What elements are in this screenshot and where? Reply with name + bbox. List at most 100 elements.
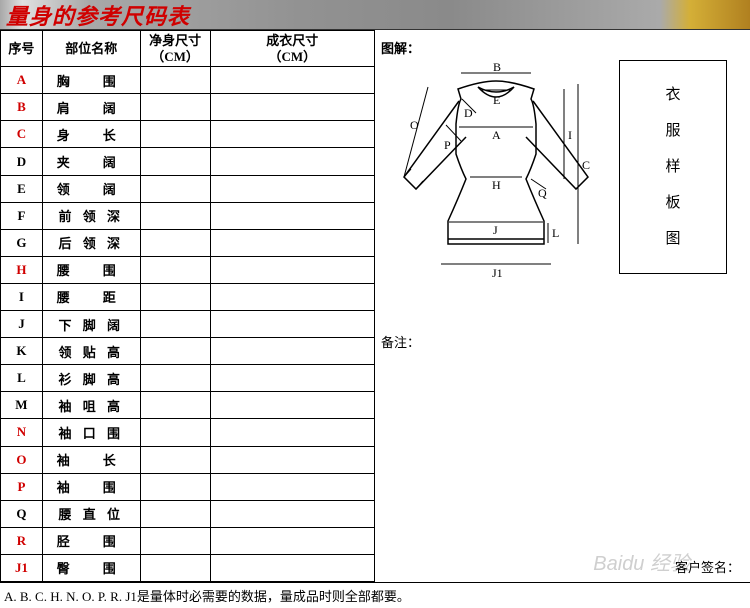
- row-part-name: 袖 长: [42, 446, 140, 473]
- row-net-size: [140, 67, 210, 94]
- row-prod-size: [210, 67, 374, 94]
- svg-text:H: H: [492, 178, 501, 192]
- content: 序号 部位名称 净身尺寸（CM） 成衣尺寸（CM） A胸 围B肩 阔C身 长D夹…: [0, 30, 750, 582]
- header-bar: 量身的参考尺码表: [0, 0, 750, 30]
- row-net-size: [140, 202, 210, 229]
- row-prod-size: [210, 473, 374, 500]
- row-idx: L: [1, 365, 43, 392]
- th-prod: 成衣尺寸（CM）: [210, 31, 374, 67]
- row-net-size: [140, 365, 210, 392]
- row-net-size: [140, 148, 210, 175]
- row-part-name: 领 阔: [42, 175, 140, 202]
- svg-text:L: L: [552, 226, 559, 240]
- table-row: H腰 围: [1, 256, 375, 283]
- table-row: L衫 脚 高: [1, 365, 375, 392]
- row-prod-size: [210, 148, 374, 175]
- row-prod-size: [210, 500, 374, 527]
- table-row: Q腰 直 位: [1, 500, 375, 527]
- row-idx: A: [1, 67, 43, 94]
- row-prod-size: [210, 175, 374, 202]
- row-net-size: [140, 446, 210, 473]
- th-idx: 序号: [1, 31, 43, 67]
- row-idx: J1: [1, 554, 43, 581]
- row-net-size: [140, 121, 210, 148]
- row-prod-size: [210, 338, 374, 365]
- table-row: J下 脚 阔: [1, 311, 375, 338]
- svg-text:B: B: [493, 60, 501, 74]
- diagram-side: 图解：: [381, 36, 611, 284]
- table-row: O袖 长: [1, 446, 375, 473]
- row-net-size: [140, 527, 210, 554]
- row-part-name: 下 脚 阔: [42, 311, 140, 338]
- row-part-name: 胫 围: [42, 527, 140, 554]
- row-net-size: [140, 473, 210, 500]
- svg-text:D: D: [464, 106, 473, 120]
- row-idx: F: [1, 202, 43, 229]
- row-net-size: [140, 256, 210, 283]
- row-net-size: [140, 283, 210, 310]
- table-row: K领 贴 高: [1, 338, 375, 365]
- row-prod-size: [210, 121, 374, 148]
- table-row: B肩 阔: [1, 94, 375, 121]
- row-idx: D: [1, 148, 43, 175]
- table-header-row: 序号 部位名称 净身尺寸（CM） 成衣尺寸（CM）: [1, 31, 375, 67]
- row-part-name: 臀 围: [42, 554, 140, 581]
- row-net-size: [140, 419, 210, 446]
- right-pane: 图解：: [375, 30, 750, 582]
- row-prod-size: [210, 419, 374, 446]
- row-prod-size: [210, 311, 374, 338]
- row-prod-size: [210, 94, 374, 121]
- row-prod-size: [210, 202, 374, 229]
- note-label: 备注：: [381, 332, 742, 351]
- row-net-size: [140, 175, 210, 202]
- row-idx: J: [1, 311, 43, 338]
- row-net-size: [140, 500, 210, 527]
- row-idx: I: [1, 283, 43, 310]
- th-name: 部位名称: [42, 31, 140, 67]
- row-part-name: 腰 围: [42, 256, 140, 283]
- row-idx: C: [1, 121, 43, 148]
- table-row: F前 领 深: [1, 202, 375, 229]
- row-part-name: 后 领 深: [42, 229, 140, 256]
- row-idx: G: [1, 229, 43, 256]
- footnote: A. B. C. H. N. O. P. R. J1是量体时必需要的数据，量成品…: [0, 582, 750, 608]
- row-prod-size: [210, 283, 374, 310]
- row-prod-size: [210, 446, 374, 473]
- table-row: N袖 口 围: [1, 419, 375, 446]
- garment-diagram: B E A H J J1 I C Q L O P D: [386, 59, 606, 284]
- svg-text:J: J: [493, 223, 498, 237]
- row-part-name: 夹 阔: [42, 148, 140, 175]
- row-part-name: 腰 直 位: [42, 500, 140, 527]
- row-net-size: [140, 229, 210, 256]
- row-part-name: 袖 咀 高: [42, 392, 140, 419]
- row-part-name: 胸 围: [42, 67, 140, 94]
- row-part-name: 袖 口 围: [42, 419, 140, 446]
- th-net: 净身尺寸（CM）: [140, 31, 210, 67]
- row-idx: Q: [1, 500, 43, 527]
- row-part-name: 前 领 深: [42, 202, 140, 229]
- row-prod-size: [210, 229, 374, 256]
- row-prod-size: [210, 554, 374, 581]
- row-net-size: [140, 392, 210, 419]
- diagram-label: 图解：: [381, 38, 611, 57]
- table-row: D夹 阔: [1, 148, 375, 175]
- svg-text:I: I: [568, 128, 572, 142]
- row-part-name: 领 贴 高: [42, 338, 140, 365]
- svg-text:J1: J1: [492, 266, 503, 280]
- svg-text:Q: Q: [538, 186, 547, 200]
- template-text: 衣服样板图: [665, 77, 680, 257]
- table-row: E领 阔: [1, 175, 375, 202]
- row-part-name: 肩 阔: [42, 94, 140, 121]
- row-idx: O: [1, 446, 43, 473]
- row-net-size: [140, 311, 210, 338]
- row-prod-size: [210, 527, 374, 554]
- svg-text:P: P: [444, 138, 451, 152]
- table-row: C身 长: [1, 121, 375, 148]
- row-prod-size: [210, 392, 374, 419]
- row-net-size: [140, 338, 210, 365]
- row-idx: H: [1, 256, 43, 283]
- row-idx: N: [1, 419, 43, 446]
- svg-text:A: A: [492, 128, 501, 142]
- row-part-name: 腰 距: [42, 283, 140, 310]
- template-box: 衣服样板图: [619, 60, 727, 274]
